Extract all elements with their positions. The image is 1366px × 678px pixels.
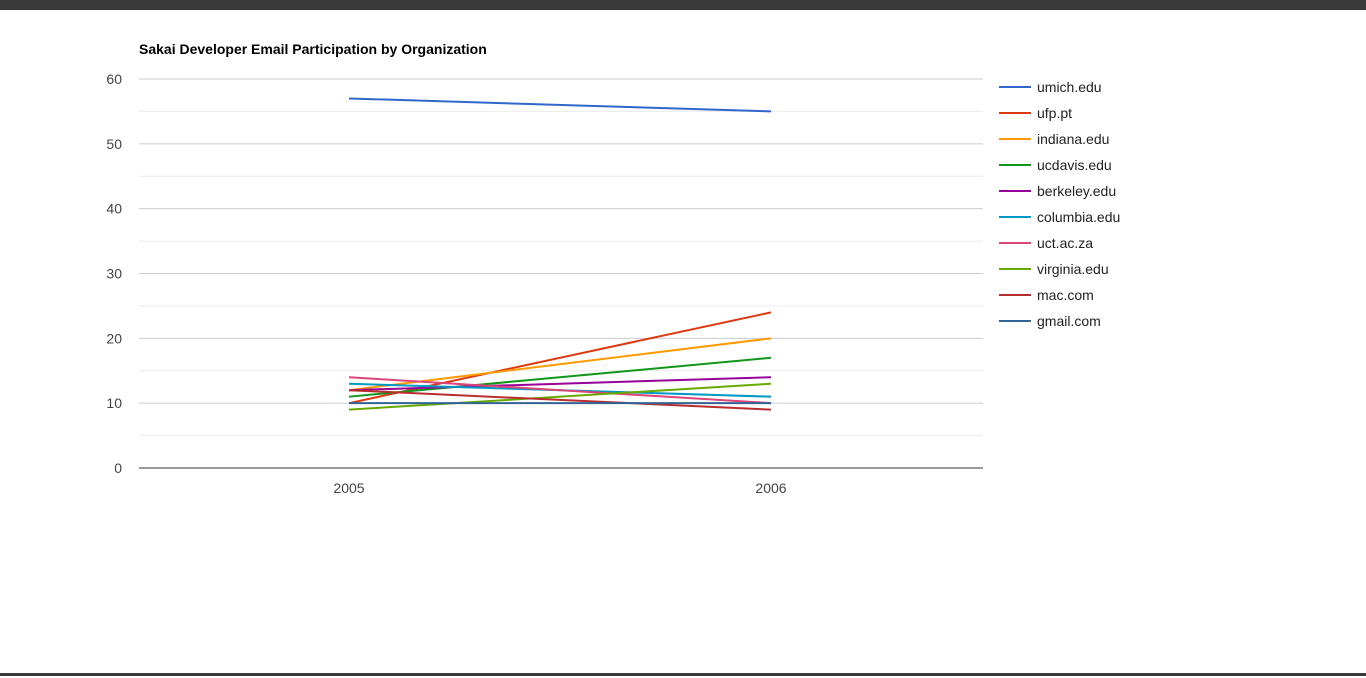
- x-axis-ticks: 2005 2006: [333, 480, 786, 496]
- legend-item: mac.com: [999, 287, 1094, 303]
- x-tick-label: 2005: [333, 480, 364, 496]
- legend-item: ucdavis.edu: [999, 157, 1112, 173]
- y-tick-label: 20: [106, 330, 122, 346]
- chart-title: Sakai Developer Email Participation by O…: [139, 41, 487, 57]
- legend: umich.edu ufp.pt indiana.edu ucdavis.edu ber…: [999, 79, 1120, 329]
- chart-container: Sakai Developer Email Participation by O…: [0, 10, 1366, 673]
- legend-label: indiana.edu: [1037, 131, 1109, 147]
- y-tick-label: 10: [106, 395, 122, 411]
- series-lines: [348, 97, 772, 411]
- legend-item: umich.edu: [999, 79, 1102, 95]
- legend-label: uct.ac.za: [1037, 235, 1093, 251]
- window-top-bar: [0, 0, 1366, 10]
- legend-label: virginia.edu: [1037, 261, 1109, 277]
- series-line-virginia-edu: [348, 382, 772, 411]
- y-tick-label: 40: [106, 201, 122, 217]
- legend-item: uct.ac.za: [999, 235, 1093, 251]
- window-bottom-bar: [0, 673, 1366, 676]
- legend-label: berkeley.edu: [1037, 183, 1116, 199]
- y-tick-label: 0: [114, 460, 122, 476]
- legend-label: umich.edu: [1037, 79, 1102, 95]
- y-axis-ticks: 0 10 20 30 40 50 60: [106, 71, 122, 476]
- legend-label: gmail.com: [1037, 313, 1101, 329]
- y-tick-label: 60: [106, 71, 122, 87]
- y-tick-label: 30: [106, 266, 122, 282]
- series-line-umich-edu: [348, 97, 772, 113]
- x-tick-label: 2006: [755, 480, 786, 496]
- series-line-mac-com: [348, 389, 772, 411]
- legend-item: columbia.edu: [999, 209, 1120, 225]
- series-line-uct-ac-za: [348, 376, 772, 405]
- legend-item: indiana.edu: [999, 131, 1109, 147]
- legend-label: ufp.pt: [1037, 105, 1072, 121]
- series-line-berkeley-edu: [348, 376, 772, 392]
- legend-item: gmail.com: [999, 313, 1101, 329]
- legend-item: virginia.edu: [999, 261, 1109, 277]
- gridlines: [139, 78, 983, 437]
- legend-item: ufp.pt: [999, 105, 1072, 121]
- line-chart: Sakai Developer Email Participation by O…: [106, 41, 1120, 496]
- series-line-ucdavis-edu: [348, 356, 772, 398]
- legend-label: columbia.edu: [1037, 209, 1120, 225]
- y-tick-label: 50: [106, 136, 122, 152]
- legend-item: berkeley.edu: [999, 183, 1116, 199]
- legend-label: mac.com: [1037, 287, 1094, 303]
- legend-label: ucdavis.edu: [1037, 157, 1112, 173]
